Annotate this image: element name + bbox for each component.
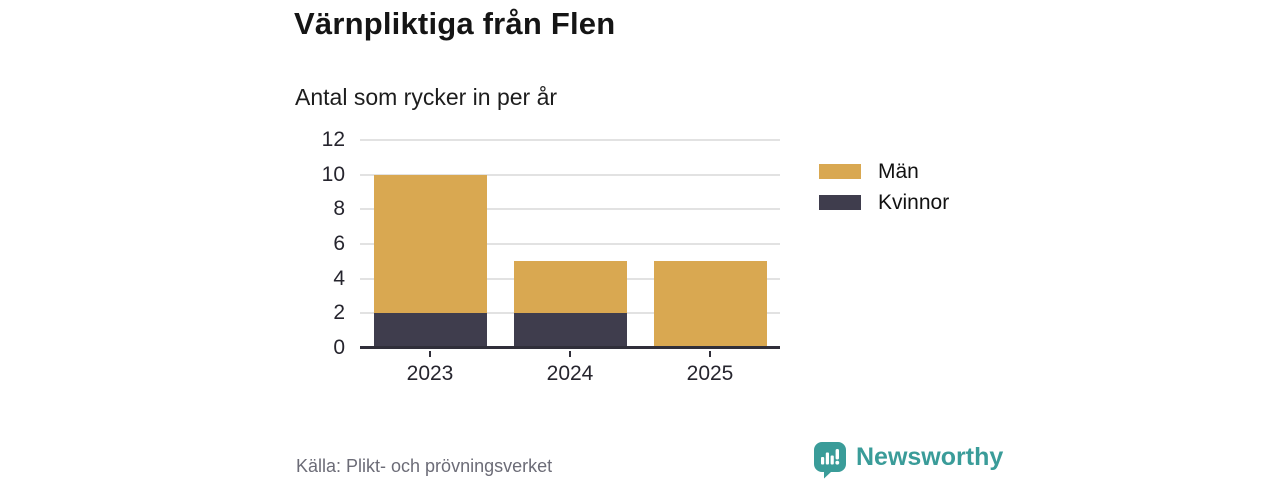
x-tickmark-2024 bbox=[569, 351, 571, 357]
x-tickmark-2023 bbox=[429, 351, 431, 357]
y-tick-label-8: 8 bbox=[333, 197, 345, 221]
bar-2025-män bbox=[653, 261, 767, 348]
y-tick-label-10: 10 bbox=[321, 162, 345, 186]
x-axis-line bbox=[360, 346, 780, 349]
x-tick-label-2025: 2025 bbox=[686, 362, 734, 385]
bar-2023-män bbox=[373, 174, 487, 314]
brand: Newsworthy bbox=[813, 441, 1003, 479]
legend-label-män: Män bbox=[878, 160, 919, 183]
chart-subtitle: Antal som rycker in per år bbox=[295, 84, 558, 110]
gridline-y-12 bbox=[360, 139, 780, 141]
y-tick-label-6: 6 bbox=[333, 232, 345, 255]
plot-area: 2023 2024 2025 bbox=[360, 139, 780, 385]
y-tick-label-12: 12 bbox=[321, 128, 345, 151]
legend-label-kvinnor: Kvinnor bbox=[878, 191, 950, 214]
bar-2024-män bbox=[513, 261, 627, 314]
brand-name: Newsworthy bbox=[856, 443, 1004, 471]
x-tick-label-2024: 2024 bbox=[546, 362, 594, 385]
bar-2024-kvinnor bbox=[513, 313, 627, 348]
source-note: Källa: Plikt- och prövningsverket bbox=[296, 456, 553, 476]
y-tick-label-0: 0 bbox=[333, 336, 345, 359]
y-tick-label-4: 4 bbox=[333, 266, 345, 290]
y-tick-label-2: 2 bbox=[333, 301, 345, 325]
gridline-y-6 bbox=[360, 243, 780, 245]
x-tickmark-2025 bbox=[709, 351, 711, 357]
gridline-y-8 bbox=[360, 208, 780, 211]
x-tick-label-2023: 2023 bbox=[406, 362, 454, 385]
legend: Män Kvinnor bbox=[819, 161, 949, 223]
bar-2023-kvinnor bbox=[373, 313, 487, 348]
newsworthy-logo-icon bbox=[814, 442, 846, 479]
chart-title: Värnpliktiga från Flen bbox=[294, 6, 616, 41]
legend-row-kvinnor: Kvinnor bbox=[819, 192, 949, 213]
y-axis-labels: 0 2 4 6 8 10 12 bbox=[270, 128, 345, 359]
legend-swatch-kvinnor bbox=[819, 195, 861, 210]
legend-swatch-män bbox=[819, 164, 861, 179]
gridline-y-10 bbox=[360, 173, 780, 176]
legend-row-män: Män bbox=[819, 161, 949, 182]
